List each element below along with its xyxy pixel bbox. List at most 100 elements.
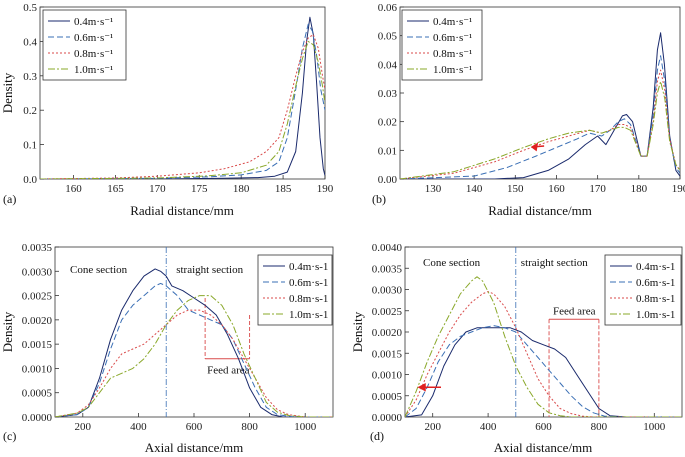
legend-label: 0.4m·s⁻¹ <box>433 16 472 28</box>
legend-label: 0.8m·s-1 <box>289 293 328 305</box>
panel-label: (b) <box>372 192 386 206</box>
y-tick-label: 0.0035 <box>22 242 53 254</box>
y-tick-label: 0.0030 <box>372 285 403 297</box>
x-tick-label: 140 <box>466 183 483 195</box>
series-line <box>400 32 680 179</box>
straight-section-label: straight section <box>521 257 588 269</box>
x-tick-label: 1000 <box>643 421 666 433</box>
y-tick-label: 0.0025 <box>372 306 403 318</box>
cone-section-label: Cone section <box>423 257 481 269</box>
y-tick-label: 0.0020 <box>372 327 403 339</box>
panel-d: 200 400 600 800 1000 0.0000 0.0005 0.0010 0.0015… <box>350 242 683 455</box>
y-tick-label: 0.0 <box>23 174 37 186</box>
x-axis-label: Axial distance/mm <box>494 440 593 455</box>
x-tick-label: 400 <box>480 421 497 433</box>
y-tick-label: 0.4 <box>23 36 37 48</box>
y-tick-label: 0.0015 <box>372 348 403 360</box>
y-tick-label: 0.2 <box>23 105 37 117</box>
x-tick-label: 170 <box>149 183 166 195</box>
series-line <box>55 268 333 417</box>
legend-label: 1.0m·s-1 <box>636 309 675 321</box>
feed-area-label: Feed area <box>207 365 250 377</box>
series-line <box>40 16 325 179</box>
cone-section-label: Cone section <box>70 264 128 276</box>
x-tick-label: 800 <box>591 421 608 433</box>
y-tick-label: 0.0010 <box>372 370 403 382</box>
y-tick-label: 0.0000 <box>372 412 403 424</box>
series-line <box>400 81 680 179</box>
series-line <box>405 276 682 417</box>
y-tick-label: 0.04 <box>378 59 398 71</box>
series-line <box>55 309 333 417</box>
feed-area-label: Feed area <box>553 305 596 317</box>
y-tick-label: 0.0010 <box>22 363 53 375</box>
y-axis-label: Density <box>350 311 365 352</box>
legend-label: 0.6m·s⁻¹ <box>74 32 113 44</box>
y-tick-label: 0.00 <box>378 174 398 186</box>
y-tick-label: 0.1 <box>23 140 37 152</box>
legend-label: 0.6m·s⁻¹ <box>433 32 472 44</box>
x-tick-label: 165 <box>107 183 124 195</box>
y-tick-label: 0.0020 <box>22 315 53 327</box>
shift-arrow <box>530 142 545 152</box>
y-tick-label: 0.5 <box>23 2 37 14</box>
panel-c: 200 400 600 800 1000 0.0000 0.0005 0.0010 0.0015… <box>0 242 334 455</box>
y-tick-label: 0.0025 <box>22 291 53 303</box>
series-line <box>405 325 682 417</box>
series-line <box>55 295 333 417</box>
y-tick-label: 0.06 <box>378 2 398 14</box>
legend-label: 0.8m·s⁻¹ <box>74 48 113 60</box>
y-tick-label: 0.01 <box>378 145 397 157</box>
legend-label: 0.4m·s⁻¹ <box>74 16 113 28</box>
y-tick-label: 0.0030 <box>22 266 53 278</box>
legend-label: 0.8m·s⁻¹ <box>433 48 472 60</box>
x-tick-label: 600 <box>186 421 203 433</box>
panel-label: (c) <box>3 429 16 443</box>
x-tick-label: 180 <box>631 183 648 195</box>
y-tick-label: 0.03 <box>378 88 398 100</box>
y-tick-label: 0.0040 <box>372 242 403 254</box>
y-tick-label: 0.0000 <box>22 412 53 424</box>
x-tick-label: 175 <box>191 183 208 195</box>
legend-box <box>401 9 483 81</box>
series-line <box>405 291 682 417</box>
legend-box <box>257 254 333 326</box>
series-line <box>400 69 680 179</box>
legend-label: 1.0m·s⁻¹ <box>433 64 472 76</box>
y-tick-label: 0.0015 <box>22 339 53 351</box>
legend-label: 0.4m·s-1 <box>636 261 675 273</box>
shift-arrow <box>417 383 442 392</box>
y-axis-label: Density <box>0 72 15 113</box>
series-line <box>40 23 325 179</box>
legend-label: 0.6m·s-1 <box>289 277 328 289</box>
x-tick-label: 200 <box>75 421 92 433</box>
x-axis-label: Axial distance/mm <box>145 440 244 455</box>
x-tick-label: 200 <box>424 421 441 433</box>
panel-b: 130 140 150 160 170 180 190 0.00 0.01 0.02 0.03 0.0… <box>372 2 685 218</box>
y-tick-label: 0.0005 <box>22 388 53 400</box>
x-tick-label: 190 <box>672 183 685 195</box>
y-axis-label: Density <box>0 311 15 352</box>
series-line <box>405 327 682 417</box>
y-tick-label: 0.02 <box>378 117 397 129</box>
panel-a: 160 165 170 175 180 185 190 0.0 0.1 0.2 0.3 0.4 0.5 R… <box>0 2 334 218</box>
x-tick-label: 160 <box>65 183 82 195</box>
x-tick-label: 1000 <box>294 421 317 433</box>
x-tick-label: 185 <box>275 183 292 195</box>
y-tick-label: 0.0005 <box>372 391 403 403</box>
x-tick-label: 600 <box>535 421 552 433</box>
legend-box <box>604 254 682 326</box>
legend-label: 1.0m·s-1 <box>289 309 328 321</box>
legend-label: 0.4m·s-1 <box>289 261 328 273</box>
x-tick-label: 170 <box>589 183 606 195</box>
series-line <box>40 40 325 179</box>
series-line <box>55 282 333 417</box>
y-tick-label: 0.0035 <box>372 263 403 275</box>
x-tick-label: 130 <box>425 183 442 195</box>
legend-label: 0.6m·s-1 <box>636 277 675 289</box>
legend-label: 1.0m·s⁻¹ <box>74 64 113 76</box>
x-axis-label: Radial distance/mm <box>488 203 592 218</box>
x-tick-label: 150 <box>507 183 524 195</box>
x-tick-label: 400 <box>130 421 147 433</box>
